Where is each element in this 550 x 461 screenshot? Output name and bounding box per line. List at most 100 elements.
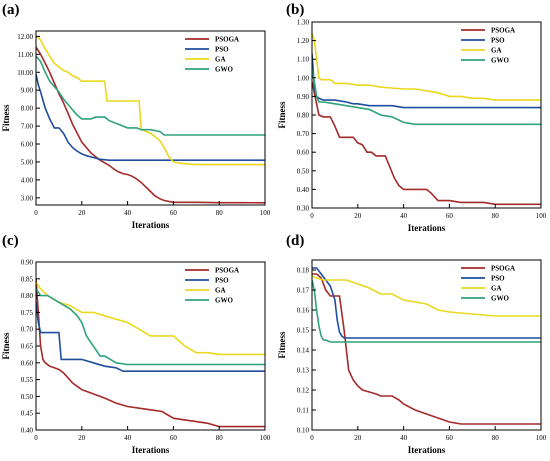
y-tick-label: 0.50 <box>297 167 310 175</box>
x-tick-label: 80 <box>492 212 500 220</box>
y-tick-label: 1.20 <box>297 37 310 45</box>
y-tick-label: 0.30 <box>297 205 310 213</box>
plot-frame <box>35 30 266 206</box>
legend-label-pso: PSO <box>491 37 505 45</box>
series-line-pso <box>36 73 265 161</box>
y-tick-label: 7.00 <box>21 123 34 131</box>
y-tick-label: 0.55 <box>21 376 34 384</box>
y-tick-label: 0.90 <box>21 259 34 267</box>
series-line-pso <box>312 267 541 339</box>
series-line-psoga <box>36 46 265 204</box>
legend-label-ga: GA <box>491 285 502 293</box>
series-line-ga <box>312 32 541 101</box>
y-tick-label: 1.30 <box>297 19 310 27</box>
x-tick-label: 40 <box>124 434 132 442</box>
y-tick-label: 0.70 <box>297 130 310 138</box>
chart-panel-d: (d) 0 20 40 60 80 100 0.10 0.11 0.12 0.13 0.14 0.15 0… <box>277 233 547 455</box>
y-tick-label: 0.60 <box>21 359 34 367</box>
x-axis-label: Iterations <box>408 445 446 455</box>
x-tick-label: 20 <box>354 212 362 220</box>
legend-label-gwo: GWO <box>215 297 233 305</box>
y-tick-label: 0.75 <box>21 309 34 317</box>
x-tick-label: 80 <box>216 209 224 217</box>
y-tick-label: 1.00 <box>297 74 310 82</box>
x-tick-label: 20 <box>354 434 362 442</box>
series-line-ga <box>36 35 265 166</box>
y-tick-label: 0.45 <box>21 410 34 418</box>
y-tick-label: 6.00 <box>21 141 34 149</box>
y-tick-label: 0.17 <box>297 287 310 295</box>
y-axis-label: Fitness <box>1 332 11 359</box>
x-axis-label: Iterations <box>132 445 170 455</box>
x-tick-label: 100 <box>536 434 547 442</box>
legend-label-gwo: GWO <box>215 66 233 74</box>
y-tick-label: 0.14 <box>297 347 310 355</box>
chart-panel-a: (a) 0 20 40 60 80 100 3.00 4.00 5.00 6.00 7.00 8.00 9… <box>1 2 271 230</box>
x-tick-label: 0 <box>34 434 38 442</box>
y-tick-label: 10.00 <box>17 69 33 77</box>
x-tick-label: 80 <box>492 434 500 442</box>
legend-label-ga: GA <box>215 287 226 295</box>
plot-frame <box>311 259 542 431</box>
y-tick-label: 1.10 <box>297 56 310 64</box>
y-tick-label: 0.10 <box>297 427 310 435</box>
series-line-psoga <box>36 278 265 428</box>
legend-label-gwo: GWO <box>491 295 509 303</box>
y-tick-label: 4.00 <box>21 176 34 184</box>
legend-label-ga: GA <box>215 56 226 64</box>
x-tick-label: 100 <box>260 434 271 442</box>
x-tick-label: 0 <box>310 212 314 220</box>
y-tick-label: 8.00 <box>21 105 34 113</box>
y-axis-label: Fitness <box>277 101 287 128</box>
y-tick-label: 0.70 <box>21 326 34 334</box>
legend-label-pso: PSO <box>215 277 229 285</box>
series-line-gwo <box>312 279 541 343</box>
series-line-ga <box>36 281 265 356</box>
x-tick-label: 20 <box>78 434 86 442</box>
y-tick-label: 0.13 <box>297 367 310 375</box>
legend-label-psoga: PSOGA <box>215 267 239 275</box>
legend-label-psoga: PSOGA <box>491 27 515 35</box>
y-tick-label: 0.40 <box>21 427 34 435</box>
x-tick-label: 80 <box>216 434 224 442</box>
y-axis-label: Fitness <box>1 104 11 131</box>
legend-label-psoga: PSOGA <box>491 265 515 273</box>
y-axis-label: Fitness <box>277 331 287 358</box>
plot-frame <box>35 261 266 431</box>
x-tick-label: 40 <box>400 434 408 442</box>
legend-label-gwo: GWO <box>491 57 509 65</box>
y-tick-label: 0.50 <box>21 393 34 401</box>
legend-label-ga: GA <box>491 47 502 55</box>
y-tick-label: 0.80 <box>297 112 310 120</box>
x-tick-label: 60 <box>170 434 178 442</box>
panel-label: (a) <box>2 2 20 18</box>
y-tick-label: 0.65 <box>21 343 34 351</box>
y-tick-label: 3.00 <box>21 194 34 202</box>
y-tick-label: 0.15 <box>297 327 310 335</box>
y-tick-label: 0.80 <box>21 292 34 300</box>
panel-label: (c) <box>2 233 19 249</box>
y-tick-label: 0.11 <box>297 407 309 415</box>
x-tick-label: 40 <box>124 209 132 217</box>
chart-panel-c: (c) 0 20 40 60 80 100 0.40 0.45 0.50 0.55 0.60 0.65 0… <box>1 233 271 455</box>
y-tick-label: 0.60 <box>297 149 310 157</box>
legend-label-pso: PSO <box>491 275 505 283</box>
series-line-gwo <box>36 55 265 136</box>
x-tick-label: 40 <box>400 212 408 220</box>
series-line-gwo <box>36 288 265 366</box>
x-tick-label: 60 <box>446 434 454 442</box>
legend-label-psoga: PSOGA <box>215 36 239 44</box>
legend-label-pso: PSO <box>215 46 229 54</box>
chart-panel-b: (b) 0 20 40 60 80 100 0.30 0.40 0.50 0.60 0.70 0.80 0… <box>277 2 547 233</box>
series-line-gwo <box>312 68 541 126</box>
y-tick-label: 12.00 <box>17 33 33 41</box>
x-tick-label: 60 <box>446 212 454 220</box>
series-line-pso <box>36 302 265 373</box>
x-tick-label: 60 <box>170 209 178 217</box>
y-tick-label: 0.85 <box>21 275 34 283</box>
y-tick-label: 0.18 <box>297 267 310 275</box>
